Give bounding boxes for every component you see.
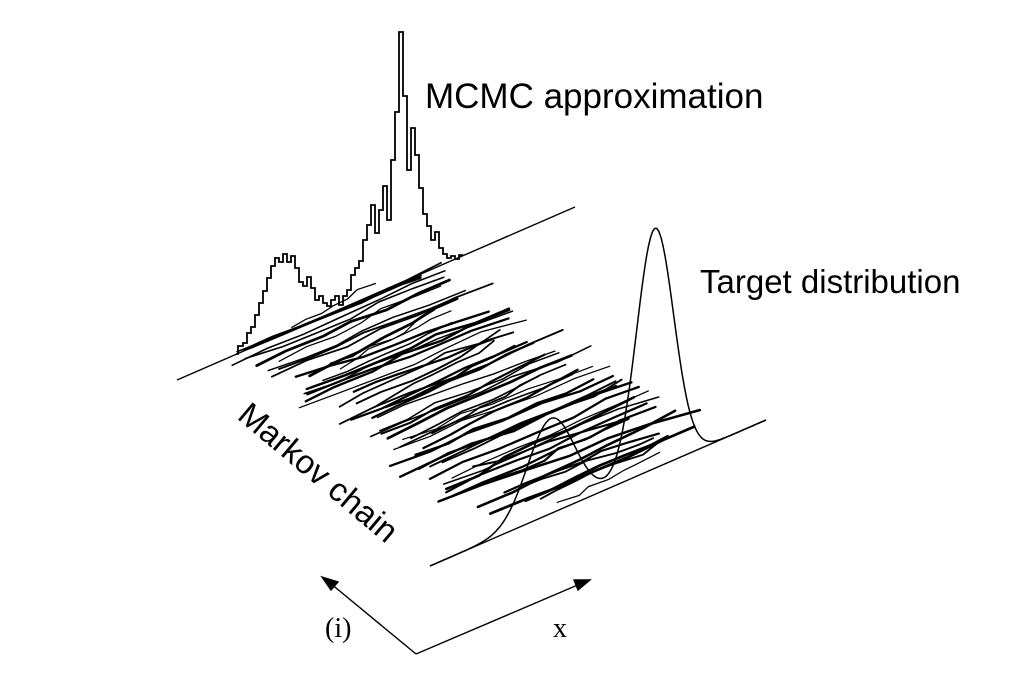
chain-step <box>267 289 467 372</box>
chain-step <box>428 385 640 481</box>
iteration-axis-label: (i) <box>325 613 351 644</box>
chain-step <box>306 317 510 396</box>
mcmc-approximation-label: MCMC approximation <box>425 77 763 116</box>
markov-chain-label: Markov chain <box>232 395 406 549</box>
x-axis-line <box>415 583 581 655</box>
chain-step <box>308 297 459 378</box>
chain-step <box>398 373 574 448</box>
chain-step <box>291 282 377 329</box>
chain-step <box>294 310 490 378</box>
chain-step <box>372 339 495 409</box>
chain-step <box>452 405 657 497</box>
chain-step <box>442 396 660 485</box>
chain-step <box>338 329 501 408</box>
chain-step <box>255 278 451 367</box>
target-distribution-curve <box>429 227 767 567</box>
axis-arrows <box>320 575 592 655</box>
chain-step <box>244 276 445 360</box>
chain-step <box>388 374 615 468</box>
chain-step <box>556 451 661 503</box>
chain-step <box>278 297 456 370</box>
x-axis-arrowhead <box>572 579 592 592</box>
target-baseline <box>429 419 767 567</box>
markov-chain-trace <box>231 261 702 515</box>
mcmc-histogram <box>236 31 463 355</box>
chain-step <box>242 274 422 351</box>
chain-step <box>380 353 546 435</box>
chain-step <box>379 352 560 432</box>
chain-step <box>445 402 648 494</box>
chain-step <box>410 363 567 440</box>
chain-step <box>476 409 677 509</box>
x-axis-label: x <box>553 613 567 644</box>
chain-step <box>398 381 633 478</box>
chain-step <box>271 282 494 378</box>
chain-step <box>298 319 527 409</box>
iteration-axis-line <box>329 582 417 655</box>
chain-step <box>278 285 442 362</box>
chain-step <box>349 340 528 421</box>
chain-step <box>521 437 655 488</box>
chain-step <box>414 378 595 456</box>
chain-step <box>371 341 535 420</box>
chain-step <box>322 321 453 382</box>
chain-step <box>304 307 511 403</box>
chain-step <box>429 378 623 468</box>
target-distribution-label: Target distribution <box>700 263 960 300</box>
chain-step <box>386 354 573 440</box>
iteration-axis-arrowhead <box>320 575 340 592</box>
chain-step <box>376 350 556 419</box>
chain-step <box>231 270 446 367</box>
chain-step <box>539 441 660 500</box>
